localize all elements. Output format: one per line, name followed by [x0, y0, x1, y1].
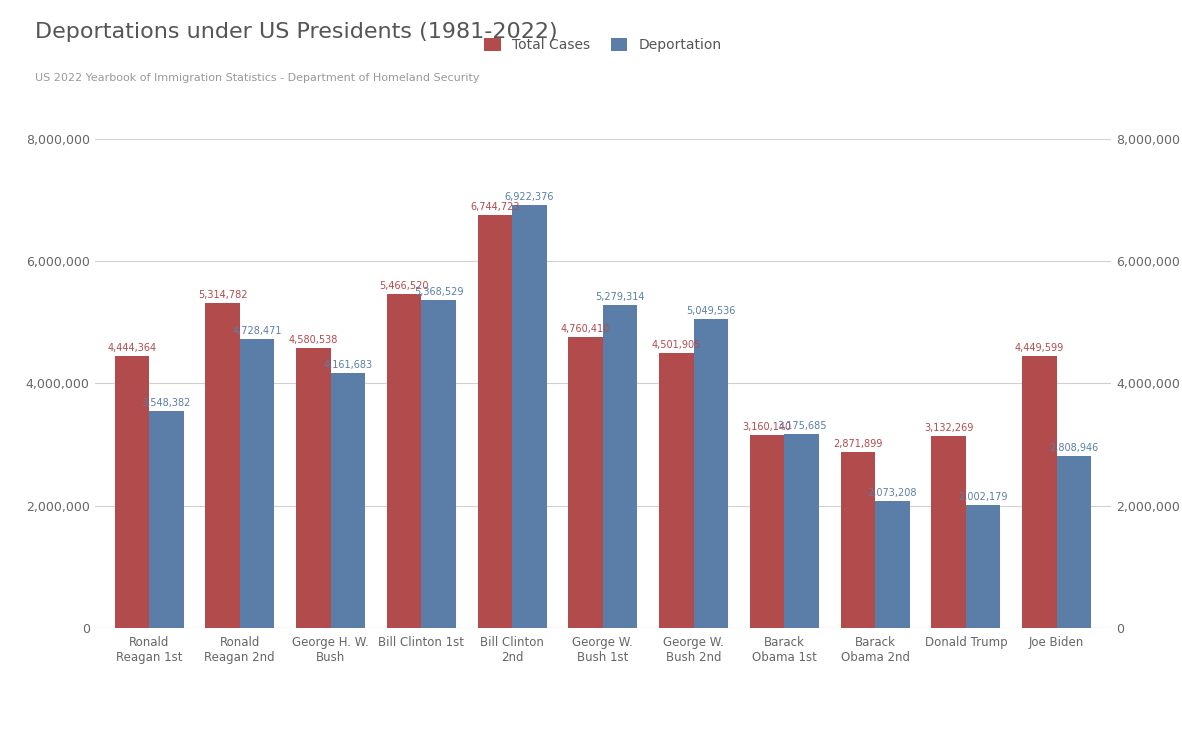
Text: US 2022 Yearbook of Immigration Statistics - Department of Homeland Security: US 2022 Yearbook of Immigration Statisti… [35, 73, 480, 83]
Text: 4,760,410: 4,760,410 [561, 323, 610, 334]
Legend: Total Cases, Deportation: Total Cases, Deportation [483, 38, 722, 52]
Bar [875, 501, 910, 628]
Bar [931, 437, 966, 628]
Text: 5,314,782: 5,314,782 [197, 290, 247, 300]
Text: 2,002,179: 2,002,179 [959, 492, 1008, 502]
Text: 4,501,905: 4,501,905 [651, 339, 701, 350]
Bar [421, 299, 456, 628]
Text: 4,580,538: 4,580,538 [288, 334, 338, 345]
Text: 4,449,599: 4,449,599 [1015, 342, 1064, 353]
Text: 4,444,364: 4,444,364 [108, 343, 156, 353]
Bar [840, 452, 875, 628]
Text: 2,808,946: 2,808,946 [1050, 443, 1098, 453]
Bar [785, 434, 819, 628]
Text: 4,728,471: 4,728,471 [233, 326, 281, 336]
Bar [149, 411, 183, 628]
Text: 3,132,269: 3,132,269 [924, 423, 973, 433]
Text: 2,073,208: 2,073,208 [868, 488, 917, 498]
Text: 3,175,685: 3,175,685 [777, 420, 826, 431]
Bar [331, 373, 365, 628]
Bar [512, 204, 546, 628]
Bar [115, 356, 149, 628]
Bar [660, 353, 694, 628]
Text: 5,279,314: 5,279,314 [596, 292, 645, 302]
Text: 5,466,520: 5,466,520 [379, 280, 429, 291]
Text: 3,160,140: 3,160,140 [742, 421, 792, 431]
Bar [694, 319, 728, 628]
Bar [966, 505, 1000, 628]
Bar [206, 303, 240, 628]
Bar [296, 347, 331, 628]
Bar [387, 293, 421, 628]
Bar [1022, 356, 1057, 628]
Text: 6,744,723: 6,744,723 [470, 202, 520, 212]
Bar [1057, 456, 1091, 628]
Bar [478, 215, 512, 628]
Text: 5,049,536: 5,049,536 [686, 306, 735, 316]
Text: 3,548,382: 3,548,382 [142, 398, 191, 408]
Text: 2,871,899: 2,871,899 [833, 439, 883, 449]
Text: 5,368,529: 5,368,529 [414, 286, 463, 296]
Text: 6,922,376: 6,922,376 [505, 191, 554, 201]
Bar [240, 339, 274, 628]
Text: 4,161,683: 4,161,683 [323, 361, 372, 370]
Bar [569, 337, 603, 628]
Bar [749, 434, 785, 628]
Bar [603, 305, 637, 628]
Text: Deportations under US Presidents (1981-2022): Deportations under US Presidents (1981-2… [35, 22, 558, 42]
